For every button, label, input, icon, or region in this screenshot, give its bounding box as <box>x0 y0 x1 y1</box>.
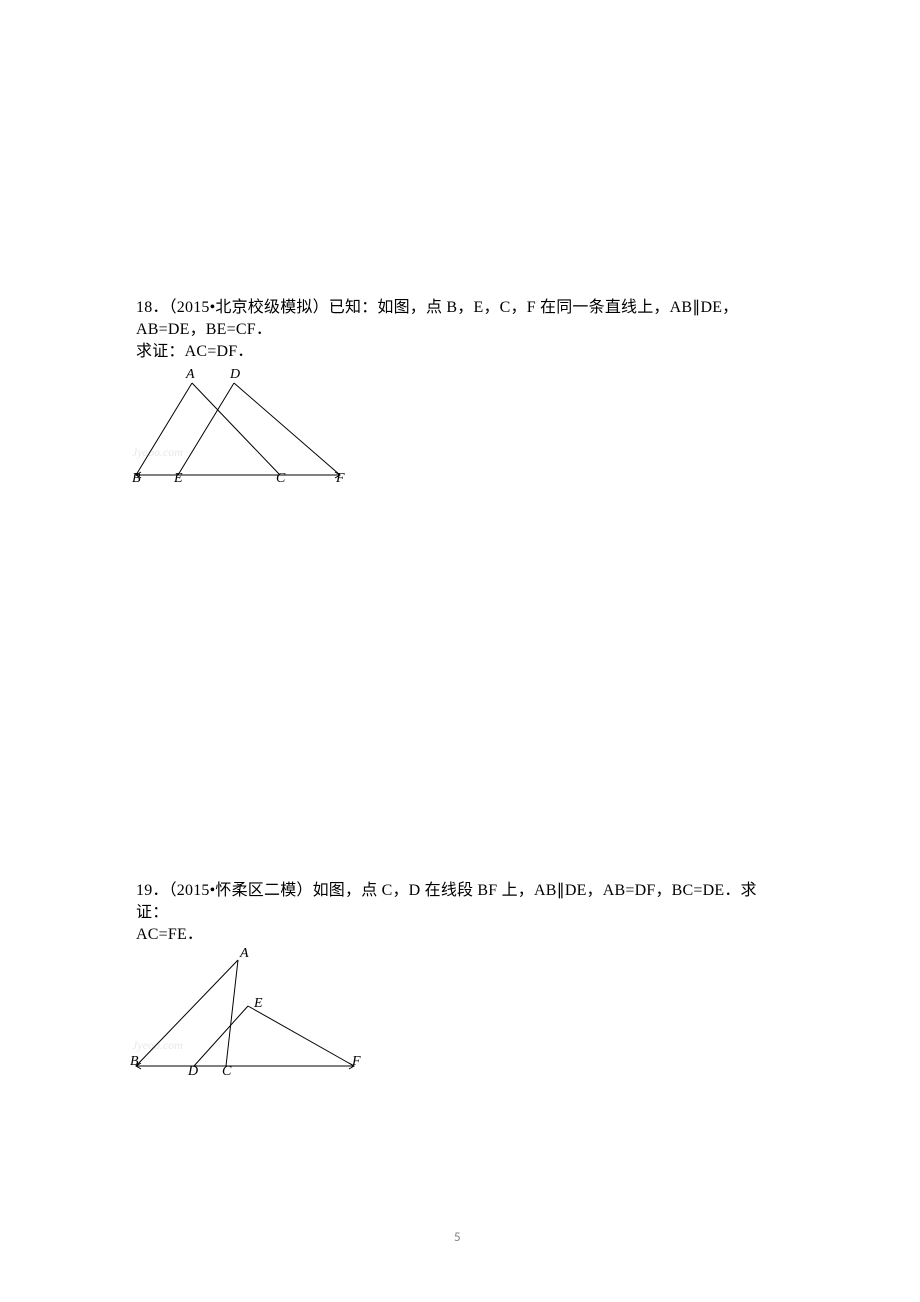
problem-18-line1: 18．（2015•北京校级模拟）已知：如图，点 B，E，C，F 在同一条直线上，… <box>136 297 786 319</box>
problem-18: 18．（2015•北京校级模拟）已知：如图，点 B，E，C，F 在同一条直线上，… <box>136 297 786 493</box>
figure-19-svg <box>130 948 362 1078</box>
page-number: 5 <box>454 1230 461 1245</box>
problem-18-line2: AB=DE，BE=CF． <box>136 319 786 341</box>
problem-19-line2: AC=FE． <box>136 924 786 946</box>
problem-18-figure: Jyeoo.com BECFAD <box>130 365 360 495</box>
point-label-A: A <box>240 946 249 962</box>
page: 18．（2015•北京校级模拟）已知：如图，点 B，E，C，F 在同一条直线上，… <box>0 0 920 1302</box>
point-label-F: F <box>336 471 345 487</box>
problem-18-line3: 求证：AC=DF． <box>136 341 786 363</box>
problem-19-line1: 19．（2015•怀柔区二模）如图，点 C，D 在线段 BF 上，AB∥DE，A… <box>136 880 786 924</box>
point-label-B: B <box>130 1054 139 1070</box>
point-label-E: E <box>174 471 183 487</box>
point-label-C: C <box>222 1064 231 1080</box>
point-label-D: D <box>188 1064 198 1080</box>
point-label-D: D <box>230 367 240 383</box>
point-label-A: A <box>186 367 195 383</box>
point-label-C: C <box>276 471 285 487</box>
point-label-B: B <box>132 471 141 487</box>
problem-19: 19．（2015•怀柔区二模）如图，点 C，D 在线段 BF 上，AB∥DE，A… <box>136 880 786 1086</box>
point-label-F: F <box>352 1054 361 1070</box>
problem-19-figure: Jyeoo.com BDCFAE <box>130 948 370 1088</box>
point-label-E: E <box>254 996 263 1012</box>
